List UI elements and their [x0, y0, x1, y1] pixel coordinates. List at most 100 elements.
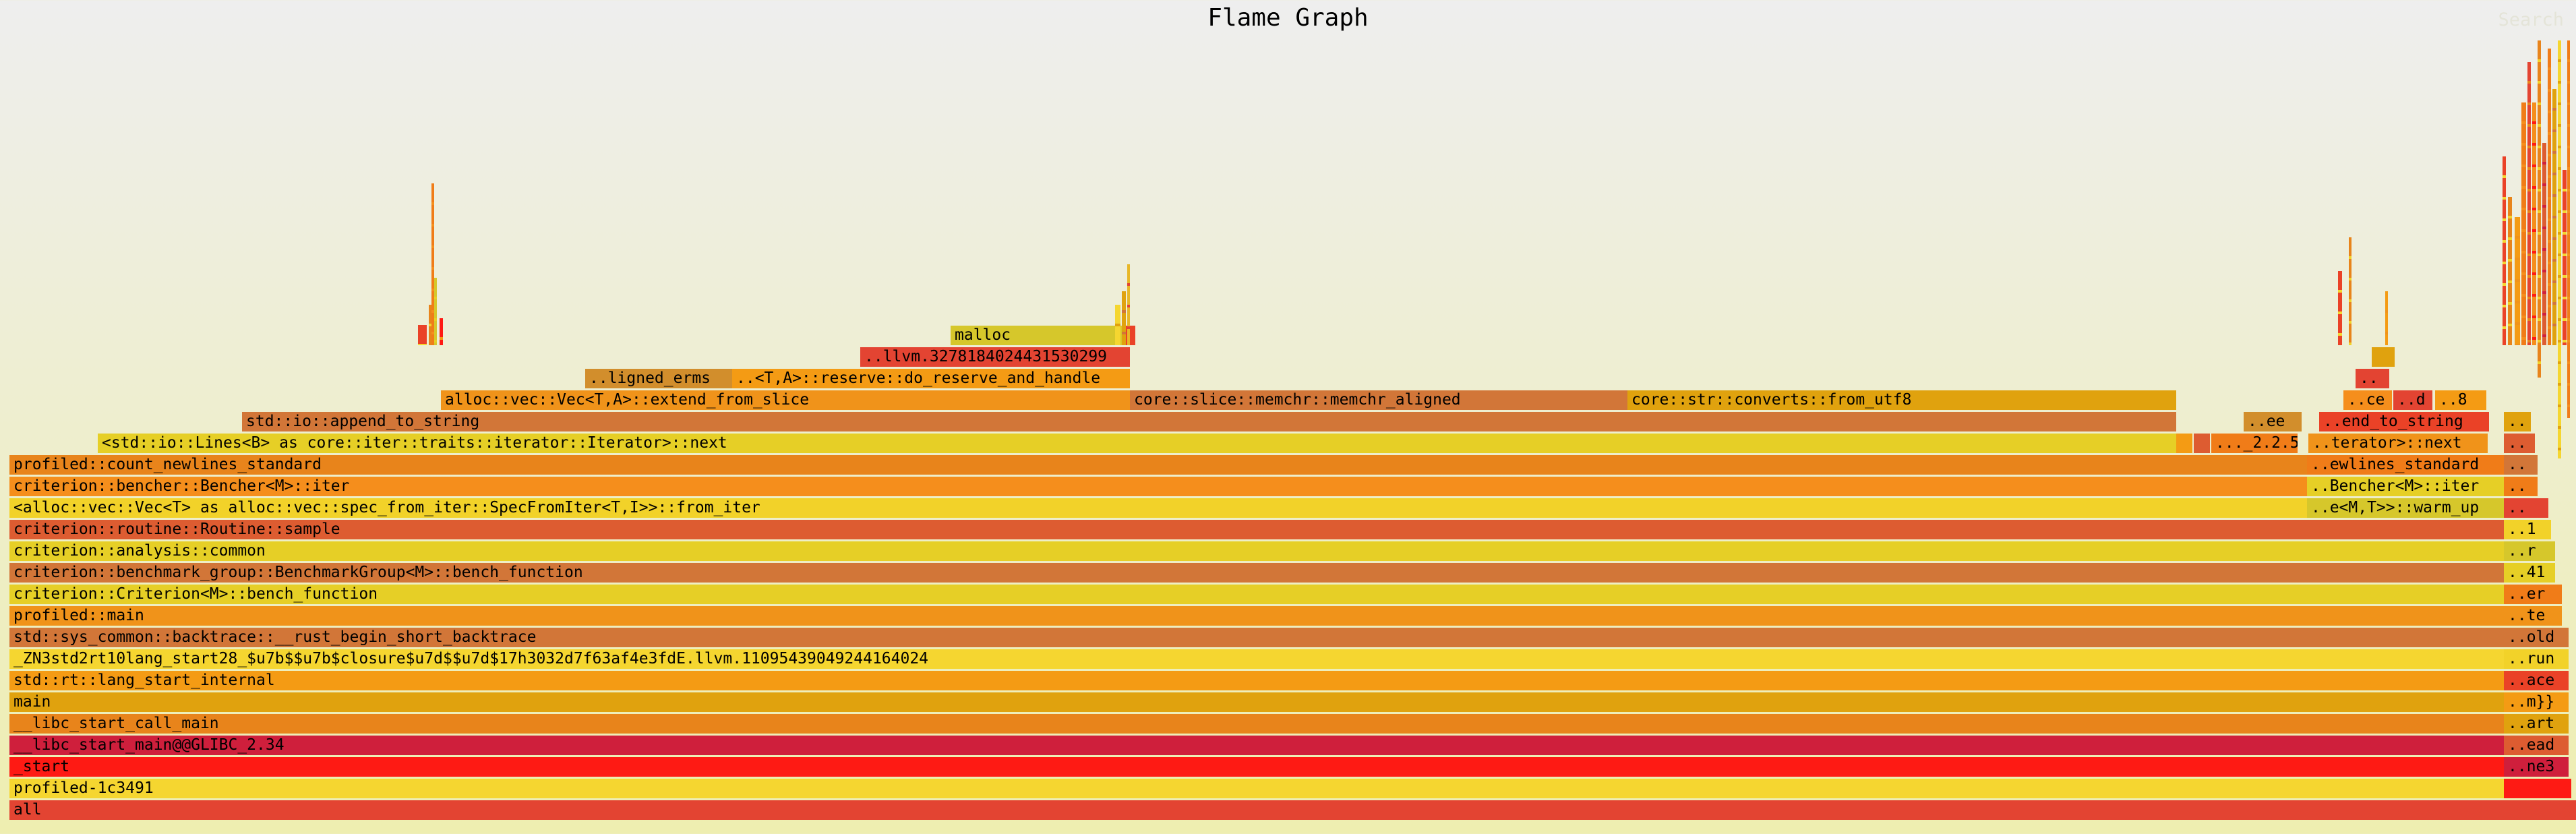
flame-frame[interactable]: ..: [2504, 498, 2548, 518]
flame-frame[interactable]: ..te: [2504, 606, 2562, 626]
frame-label: ..._2.2.5: [2215, 434, 2298, 452]
flame-frame[interactable]: profiled::count_newlines_standard: [9, 455, 2307, 475]
frame-label: ..: [2508, 477, 2527, 495]
flame-frame[interactable]: <std::io::Lines<B> as core::iter::traits…: [98, 434, 2176, 453]
flame-frame[interactable]: ..: [2504, 477, 2538, 496]
flame-frame-spike[interactable]: [1122, 291, 1126, 345]
flame-frame-spike[interactable]: [2558, 40, 2561, 458]
flame-frame-spike[interactable]: [2503, 156, 2506, 345]
flame-frame[interactable]: criterion::benchmark_group::BenchmarkGro…: [9, 563, 2504, 583]
flame-frame[interactable]: ..ligned_erms: [585, 369, 732, 388]
frame-label: profiled-1c3491: [13, 779, 154, 797]
flame-frame[interactable]: all: [9, 800, 2576, 820]
flame-frame[interactable]: ..: [2356, 369, 2389, 388]
flame-frame[interactable]: <alloc::vec::Vec<T> as alloc::vec::spec_…: [9, 498, 2307, 518]
search-button[interactable]: Search: [2498, 9, 2564, 30]
flame-frame[interactable]: ..run: [2504, 649, 2569, 669]
flame-frame[interactable]: ..._2.2.5: [2211, 434, 2298, 453]
flame-frame-spike[interactable]: [2542, 143, 2546, 345]
flame-frame-spike[interactable]: [440, 318, 443, 345]
flame-frame[interactable]: core::slice::memchr::memchr_aligned: [1130, 390, 1627, 410]
flame-frame[interactable]: __libc_start_call_main: [9, 714, 2504, 734]
flame-frame-spike[interactable]: [2338, 271, 2342, 345]
flame-frame-spike[interactable]: [2552, 89, 2556, 345]
flame-frame-spike[interactable]: [2538, 40, 2541, 378]
flame-frame[interactable]: ..ewlines_standard: [2307, 455, 2504, 475]
frame-label: malloc: [955, 326, 1011, 344]
flame-frame-spike[interactable]: [2349, 237, 2352, 345]
flame-frame[interactable]: ..d: [2393, 390, 2432, 410]
flame-frame[interactable]: _ZN3std2rt10lang_start28_$u7b$$u7b$closu…: [9, 649, 2504, 669]
frame-label: std::io::append_to_string: [246, 413, 480, 430]
flame-frame-spike[interactable]: [2515, 217, 2520, 345]
flame-frame[interactable]: ..ace: [2504, 671, 2569, 690]
flame-frame[interactable]: [2504, 779, 2571, 798]
flame-frame[interactable]: criterion::bencher::Bencher<M>::iter: [9, 477, 2307, 496]
flame-frame[interactable]: __libc_start_main@@GLIBC_2.34: [9, 736, 2504, 755]
flame-frame[interactable]: std::sys_common::backtrace::__rust_begin…: [9, 628, 2504, 647]
flame-frame[interactable]: ..<T,A>::reserve::do_reserve_and_handle: [732, 369, 1130, 388]
flame-frame[interactable]: ..ne3: [2504, 757, 2569, 777]
flame-frame-spike[interactable]: [2527, 62, 2531, 345]
frame-label: ..8: [2439, 391, 2467, 409]
flame-frame-spike[interactable]: [434, 278, 437, 345]
flame-frame-spike[interactable]: [2521, 102, 2526, 345]
frame-label: criterion::benchmark_group::BenchmarkGro…: [13, 564, 583, 581]
flame-frame[interactable]: ..ce: [2343, 390, 2392, 410]
flame-frame-spike[interactable]: [418, 325, 427, 345]
frame-label: criterion::bencher::Bencher<M>::iter: [13, 477, 350, 495]
flame-frame[interactable]: alloc::vec::Vec<T,A>::extend_from_slice: [441, 390, 1130, 410]
frame-label: ..art: [2508, 715, 2555, 732]
flame-frame[interactable]: std::rt::lang_start_internal: [9, 671, 2504, 690]
flame-frame-spike[interactable]: [2548, 49, 2551, 345]
flame-frame-spike[interactable]: [1127, 264, 1130, 345]
flame-frame[interactable]: ..end_to_string: [2319, 412, 2489, 431]
flame-frame[interactable]: criterion::analysis::common: [9, 541, 2504, 561]
flame-frame[interactable]: criterion::Criterion<M>::bench_function: [9, 585, 2504, 604]
frame-label: std::sys_common::backtrace::__rust_begin…: [13, 628, 537, 646]
flame-frame[interactable]: profiled-1c3491: [9, 779, 2504, 798]
flame-frame[interactable]: ..art: [2504, 714, 2569, 734]
flame-frame[interactable]: criterion::routine::Routine::sample: [9, 520, 2504, 539]
flame-frame-spike[interactable]: [2385, 291, 2388, 345]
flame-frame[interactable]: core::str::converts::from_utf8: [1627, 390, 2176, 410]
flame-frame[interactable]: ..: [2504, 412, 2531, 431]
flame-frame[interactable]: ..: [2504, 434, 2535, 453]
flame-frame[interactable]: [2372, 347, 2395, 367]
frame-label: ..: [2508, 499, 2527, 516]
flame-frame[interactable]: ..old: [2504, 628, 2569, 647]
flame-frame-spike[interactable]: [1115, 305, 1120, 345]
flame-frame[interactable]: ..Bencher<M>::iter: [2307, 477, 2504, 496]
flame-frame[interactable]: _start: [9, 757, 2504, 777]
flame-frame[interactable]: profiled::main: [9, 606, 2504, 626]
flame-frame[interactable]: ..m}}: [2504, 692, 2569, 712]
flame-frame[interactable]: ..er: [2504, 585, 2562, 604]
flame-frame[interactable]: ..terator>::next: [2308, 434, 2488, 453]
flame-frame-spike[interactable]: [2567, 40, 2570, 418]
frame-label: ..old: [2508, 628, 2555, 646]
flame-frame[interactable]: malloc: [951, 326, 1122, 345]
flame-frame-spike[interactable]: [431, 183, 434, 345]
flame-frame[interactable]: ..llvm.3278184024431530299: [860, 347, 1130, 367]
flame-frame-spike[interactable]: [2508, 197, 2512, 345]
flame-frame[interactable]: ..8: [2435, 390, 2486, 410]
frame-label: ..er: [2508, 585, 2546, 603]
flame-frame[interactable]: [2176, 434, 2192, 453]
flame-frame[interactable]: ..r: [2504, 541, 2555, 561]
flame-frame-spike[interactable]: [2563, 170, 2567, 345]
flame-frame[interactable]: ..e<M,T>>::warm_up: [2307, 498, 2504, 518]
flame-frame[interactable]: ..1: [2504, 520, 2551, 539]
flame-frame[interactable]: ..ee: [2244, 412, 2302, 431]
frame-label: ..: [2508, 434, 2527, 452]
frame-label: ..ee: [2248, 413, 2285, 430]
flame-frame[interactable]: ..41: [2504, 563, 2555, 583]
frame-label: std::rt::lang_start_internal: [13, 672, 275, 689]
flame-frame[interactable]: std::io::append_to_string: [242, 412, 2176, 431]
frame-label: ..ce: [2347, 391, 2385, 409]
flame-frame[interactable]: ..ead: [2504, 736, 2569, 755]
flame-frame[interactable]: ..: [2504, 455, 2538, 475]
frame-label: ..ead: [2508, 736, 2555, 754]
flame-frame-spike[interactable]: [2532, 102, 2536, 345]
flame-frame[interactable]: [2194, 434, 2210, 453]
flame-frame[interactable]: main: [9, 692, 2504, 712]
